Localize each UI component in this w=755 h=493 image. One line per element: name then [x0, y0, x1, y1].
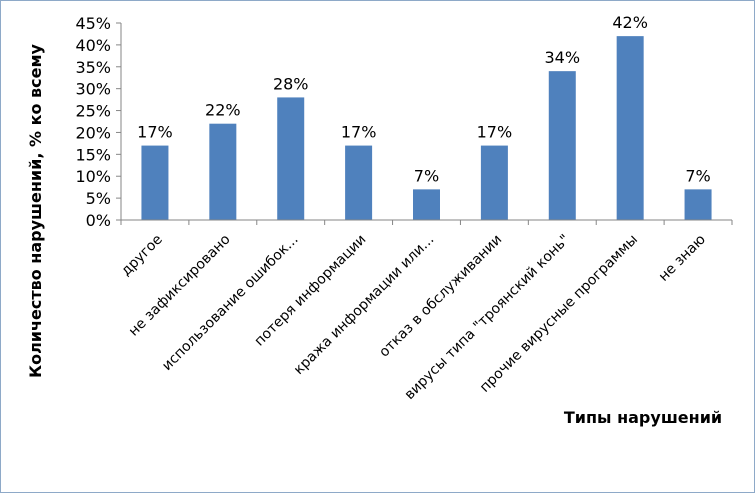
bar	[616, 36, 644, 221]
bar	[548, 71, 576, 221]
data-label: 17%	[341, 123, 377, 142]
y-tick-label: 5%	[86, 189, 111, 208]
y-tick-label: 35%	[75, 58, 111, 77]
x-axis-title: Типы нарушений	[564, 408, 722, 427]
bar	[141, 145, 169, 220]
data-labels: 17% 22% 28% 17% 7% 17% 34% 42% 7%	[137, 13, 711, 185]
bar	[277, 97, 305, 220]
data-label: 42%	[612, 13, 648, 32]
y-tick-label: 20%	[75, 123, 111, 142]
data-label: 7%	[685, 166, 710, 185]
data-label: 17%	[477, 123, 513, 142]
data-label: 7%	[414, 166, 439, 185]
bar	[209, 123, 237, 220]
y-tick-label: 45%	[75, 14, 111, 33]
y-tick-label: 10%	[75, 167, 111, 186]
y-tick-label: 0%	[86, 211, 111, 230]
category-label: потеря информации	[251, 232, 369, 350]
y-tick-label: 15%	[75, 145, 111, 164]
category-label: не знаю	[656, 231, 709, 284]
bar	[684, 189, 712, 220]
category-label: другое	[118, 232, 166, 280]
y-axis-ticks: 0% 5% 10% 15% 20% 25% 30% 35% 40% 45%	[75, 14, 733, 230]
y-tick-label: 30%	[75, 80, 111, 99]
bar	[345, 145, 373, 220]
y-tick-label: 40%	[75, 36, 111, 55]
data-label: 28%	[273, 74, 309, 93]
bar	[480, 145, 508, 220]
category-label: отказ в обслуживании	[376, 232, 505, 361]
bars	[141, 36, 712, 221]
data-label: 22%	[205, 101, 241, 120]
bar	[413, 189, 440, 220]
category-label: кража информации или...	[291, 232, 437, 378]
category-label: использование ошибок...	[159, 232, 301, 374]
y-axis-title: Количество нарушений, % ко всему	[26, 43, 45, 378]
data-label: 34%	[544, 48, 580, 67]
y-tick-label: 25%	[75, 102, 111, 121]
data-label: 17%	[137, 123, 173, 142]
